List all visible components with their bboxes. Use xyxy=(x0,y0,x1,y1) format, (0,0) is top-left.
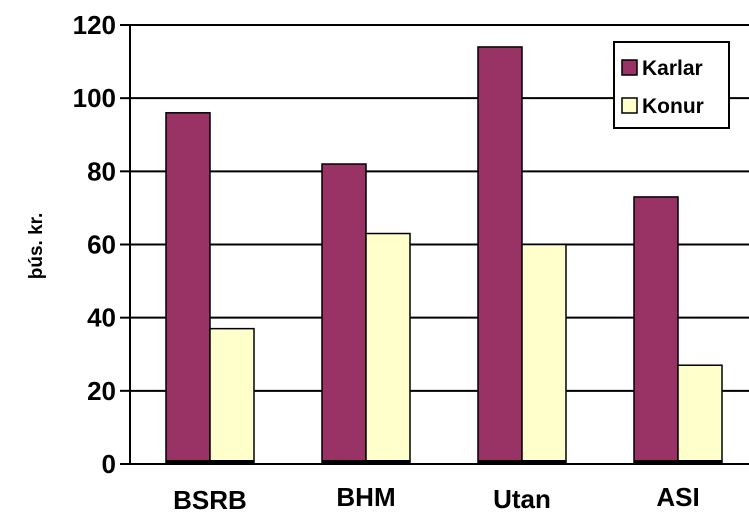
legend-label-konur: Konur xyxy=(642,95,704,118)
bar-karlar-bhm xyxy=(321,163,367,465)
bars xyxy=(165,46,723,465)
y-axis-title: þús. kr. xyxy=(26,213,47,280)
bar-base xyxy=(634,460,722,465)
y-tick-label: 20 xyxy=(87,376,116,406)
bar-base xyxy=(322,460,410,465)
y-tick-label: 120 xyxy=(73,10,116,40)
legend-swatch-konur xyxy=(621,97,638,114)
bar-konur-bsrb xyxy=(209,327,255,465)
bar-konur-bhm xyxy=(365,232,411,465)
axes xyxy=(120,24,749,465)
x-category-label: BSRB xyxy=(173,485,247,515)
x-category-label: ASI xyxy=(656,482,699,512)
y-tick-label: 40 xyxy=(87,303,116,333)
x-category-label: Utan xyxy=(493,484,551,514)
y-tick-labels: 0 20 40 60 80 100 120 xyxy=(73,10,116,479)
bar-konur-utan xyxy=(521,243,567,465)
bar-base xyxy=(166,460,254,465)
bar-karlar-asi xyxy=(633,196,679,465)
bar-base xyxy=(478,460,566,465)
legend: Karlar Konur xyxy=(613,41,730,129)
y-tick-label: 100 xyxy=(73,83,116,113)
y-tick-label: 60 xyxy=(87,230,116,260)
bar-konur-asi xyxy=(677,364,723,465)
legend-label-karlar: Karlar xyxy=(642,57,703,80)
y-tick-label: 0 xyxy=(102,449,116,479)
bar-karlar-utan xyxy=(477,46,523,465)
x-category-labels: BSRB BHM Utan ASI xyxy=(173,482,700,515)
y-tick-label: 80 xyxy=(87,156,116,186)
bar-karlar-bsrb xyxy=(165,112,211,465)
x-category-label: BHM xyxy=(336,482,395,512)
legend-swatch-karlar xyxy=(621,59,638,76)
